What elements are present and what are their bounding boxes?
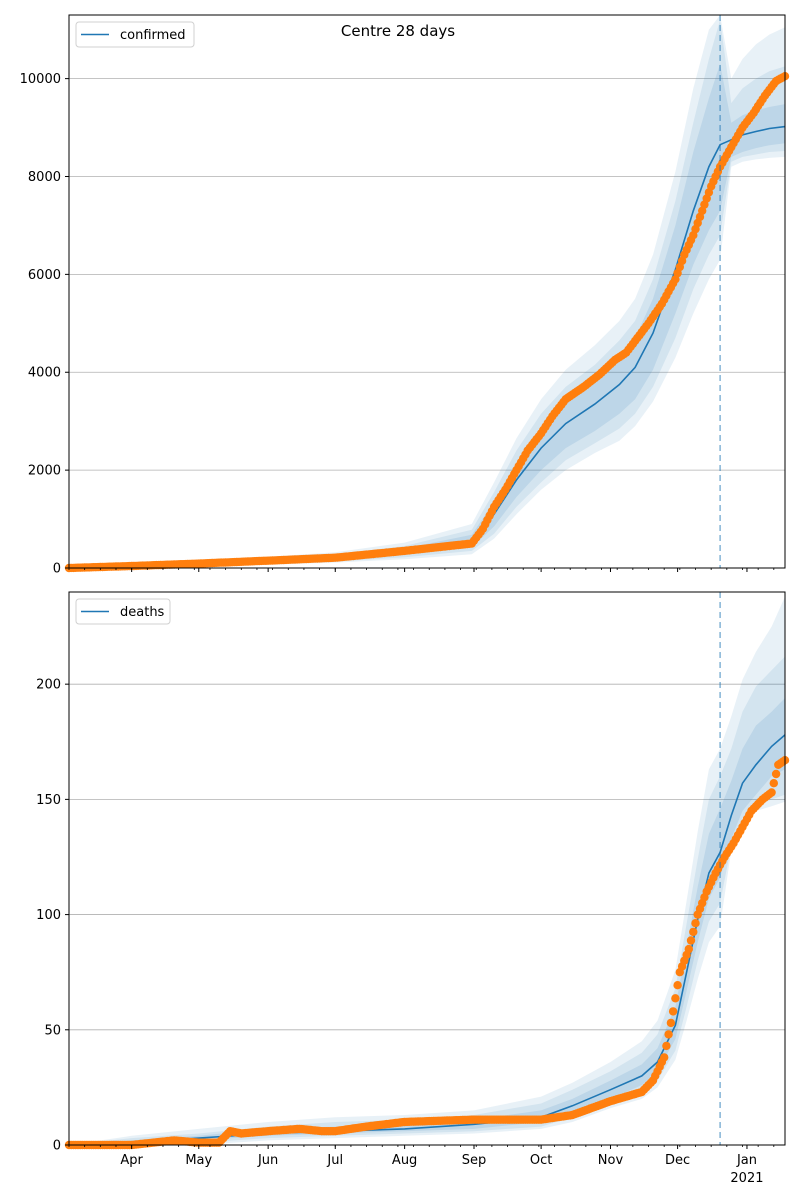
deaths-xtick-year-label: 2021 bbox=[730, 1171, 763, 1186]
deaths-observed-point bbox=[668, 1007, 678, 1016]
deaths-observed-point bbox=[673, 981, 682, 990]
confirmed-observed-points bbox=[64, 72, 790, 573]
deaths-observed-point bbox=[662, 1041, 671, 1051]
deaths-xtick-label: Jan bbox=[736, 1153, 757, 1168]
deaths-ytick-label: 0 bbox=[53, 1139, 61, 1154]
deaths-legend-box bbox=[75, 598, 171, 625]
deaths-panel: 0 50 100 150 200 Apr May Jun Jul Aug Sep Oct Nov Dec J… bbox=[36, 591, 790, 1186]
deaths-xtick-label: Oct bbox=[530, 1153, 552, 1168]
confirmed-ytick-label: 2000 bbox=[28, 464, 61, 479]
confirmed-ytick-label: 8000 bbox=[28, 170, 61, 185]
confirmed-band-3 bbox=[69, 15, 785, 568]
deaths-xtick-label: Aug bbox=[392, 1153, 417, 1168]
deaths-observed-point bbox=[767, 788, 776, 797]
deaths-band-1 bbox=[69, 698, 785, 1145]
deaths-band-2 bbox=[69, 656, 785, 1145]
figure-title: Centre 28 days bbox=[341, 22, 455, 40]
confirmed-axes-frame bbox=[68, 14, 786, 569]
deaths-model-line bbox=[68, 734, 786, 1146]
deaths-xtick-label: Sep bbox=[462, 1153, 487, 1168]
deaths-observed-point bbox=[769, 779, 778, 788]
confirmed-ytick-label: 4000 bbox=[28, 366, 61, 381]
deaths-ytick-label: 50 bbox=[44, 1023, 61, 1038]
deaths-legend: deaths bbox=[75, 598, 171, 625]
deaths-ytick-label: 200 bbox=[36, 678, 61, 693]
deaths-xtick-label: Jun bbox=[257, 1153, 278, 1168]
confirmed-band-2 bbox=[69, 19, 785, 568]
deaths-band-3 bbox=[69, 596, 785, 1145]
deaths-observed-point bbox=[689, 927, 698, 937]
deaths-legend-label: deaths bbox=[120, 605, 165, 620]
confirmed-legend-box bbox=[75, 21, 195, 48]
confirmed-ytick-label: 10000 bbox=[20, 72, 61, 87]
deaths-xtick-label: May bbox=[185, 1153, 212, 1168]
confirmed-band-1 bbox=[69, 63, 785, 569]
confirmed-legend: confirmed bbox=[75, 21, 195, 48]
deaths-observed-point bbox=[771, 769, 781, 779]
confirmed-ytick-label: 0 bbox=[53, 562, 61, 577]
deaths-ytick-label: 150 bbox=[36, 793, 61, 808]
deaths-axes-frame bbox=[68, 591, 786, 1146]
confirmed-legend-label: confirmed bbox=[120, 28, 186, 43]
confirmed-ytick-label: 6000 bbox=[28, 268, 61, 283]
deaths-observed-point bbox=[671, 994, 680, 1003]
deaths-observed-point bbox=[660, 1053, 669, 1062]
deaths-observed-point bbox=[664, 1030, 673, 1039]
deaths-xtick-label: Nov bbox=[598, 1153, 624, 1168]
deaths-xtick-label: Jul bbox=[326, 1153, 343, 1168]
deaths-observed-point bbox=[666, 1018, 676, 1028]
confirmed-panel: 0 2000 4000 6000 8000 10000 confirmed bbox=[20, 14, 790, 577]
deaths-xtick-label: Apr bbox=[120, 1153, 143, 1168]
deaths-observed-point bbox=[686, 936, 696, 945]
deaths-observed-point bbox=[684, 944, 693, 954]
deaths-xtick-label: Dec bbox=[665, 1153, 690, 1168]
deaths-observed-point bbox=[691, 919, 700, 928]
deaths-ytick-label: 100 bbox=[36, 908, 61, 923]
